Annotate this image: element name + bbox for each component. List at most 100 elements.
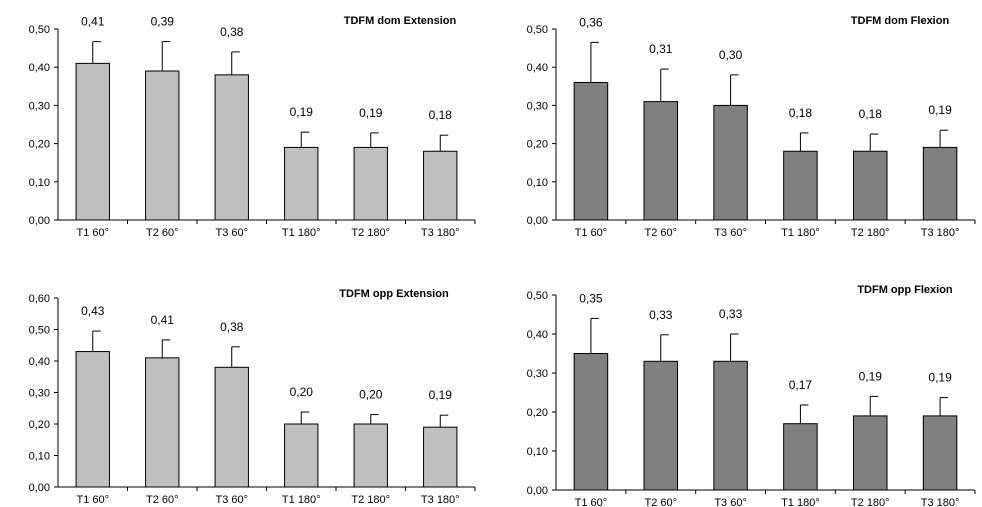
chart-panel-2: TDFM dom Flexion 0,00 0,10 0,20 0,30 0,40 0,50… [527,15,976,239]
data-label: 0,19 [928,103,952,117]
data-label: 0,19 [429,388,453,402]
chart-panel-4: TDFM opp Flexion 0,00 0,10 0,20 0,30 0,40 0,50… [527,284,976,507]
chart-panel-3: TDFM opp Extension 0,00 0,10 0,20 0,30 0,40 0,… [29,288,476,506]
y-tick-label: 0,10 [29,451,50,463]
data-label: 0,20 [290,385,314,399]
bar [783,150,818,221]
bar [75,351,110,488]
data-label: 0,20 [359,388,383,402]
y-tick-label: 0,20 [527,407,548,419]
x-tick-label: T3 60° [714,227,747,239]
y-tick-label: 0,40 [527,329,548,341]
bar [214,366,249,488]
bar [713,104,748,221]
bar [643,101,679,221]
x-tick-label: T3 60° [714,497,747,507]
y-tick-label: 0,60 [29,293,50,305]
y-tick-label: 0,10 [29,177,50,189]
x-tick-label: T1 60° [575,497,608,507]
data-label: 0,33 [719,307,743,321]
bar [573,81,609,221]
bar [573,353,609,491]
x-tick-label: T2 60° [146,494,179,506]
data-label: 0,18 [789,106,813,120]
data-label: 0,30 [719,48,743,62]
data-label: 0,18 [859,107,883,121]
data-label: 0,35 [579,291,603,305]
y-tick-label: 0,50 [527,24,548,36]
y-tick-label: 0,00 [29,215,50,227]
y-tick-label: 0,50 [29,24,50,36]
x-tick-label: T1 60° [76,494,109,506]
bar [214,74,249,221]
x-tick-label: T3 180° [921,497,960,507]
y-tick-label: 0,30 [29,388,50,400]
bar [922,415,958,491]
y-tick-label: 0,00 [29,482,50,494]
y-tick-label: 0,30 [527,100,548,112]
data-label: 0,19 [928,371,952,385]
data-label: 0,36 [579,15,603,29]
bar [852,150,888,221]
x-tick-label: T3 60° [215,227,248,239]
data-label: 0,43 [81,304,105,318]
x-tick-label: T3 60° [215,494,248,506]
bar [75,62,110,221]
x-tick-label: T1 60° [76,227,109,239]
y-tick-label: 0,20 [527,139,548,151]
x-tick-label: T1 180° [781,227,820,239]
y-tick-label: 0,50 [527,290,548,302]
data-label: 0,38 [220,25,244,39]
bar [922,146,958,221]
y-tick-label: 0,20 [29,419,50,431]
y-tick-label: 0,10 [527,177,548,189]
x-tick-label: T2 180° [851,227,890,239]
data-label: 0,41 [81,15,105,29]
bar [353,146,388,221]
x-tick-label: T1 60° [575,227,608,239]
x-tick-label: T2 60° [146,227,179,239]
bar [423,426,458,488]
bar [713,360,748,491]
bar [643,360,679,491]
data-label: 0,38 [220,320,244,334]
y-tick-label: 0,00 [527,215,548,227]
x-tick-label: T2 60° [644,227,677,239]
x-tick-label: T1 180° [282,227,321,239]
x-tick-label: T3 180° [421,494,460,506]
x-tick-label: T3 180° [421,227,460,239]
data-label: 0,19 [290,105,314,119]
y-tick-label: 0,20 [29,139,50,151]
bar [783,423,818,491]
x-tick-label: T2 180° [351,494,390,506]
bar [145,357,180,488]
chart-title: TDFM dom Flexion [851,15,950,27]
bar [852,415,888,491]
bar [353,423,388,488]
data-label: 0,19 [859,369,883,383]
x-tick-label: T2 180° [851,497,890,507]
y-tick-label: 0,40 [29,356,50,368]
bar [284,423,319,488]
chart-title: TDFM dom Extension [344,15,457,27]
y-tick-label: 0,10 [527,446,548,458]
data-label: 0,31 [649,42,673,56]
bar [145,70,180,221]
data-label: 0,18 [429,108,453,122]
bar [423,150,458,221]
x-tick-label: T1 180° [282,494,321,506]
y-tick-label: 0,30 [527,368,548,380]
data-label: 0,41 [151,313,175,327]
chart-title: TDFM opp Extension [339,288,449,300]
x-tick-label: T1 180° [781,497,820,507]
y-tick-label: 0,00 [527,485,548,497]
y-tick-label: 0,30 [29,100,50,112]
y-tick-label: 0,40 [29,62,50,74]
y-tick-label: 0,40 [527,62,548,74]
data-label: 0,39 [151,15,175,29]
data-label: 0,33 [649,308,673,322]
x-tick-label: T2 180° [351,227,390,239]
x-tick-label: T2 60° [644,497,677,507]
data-label: 0,19 [359,106,383,120]
